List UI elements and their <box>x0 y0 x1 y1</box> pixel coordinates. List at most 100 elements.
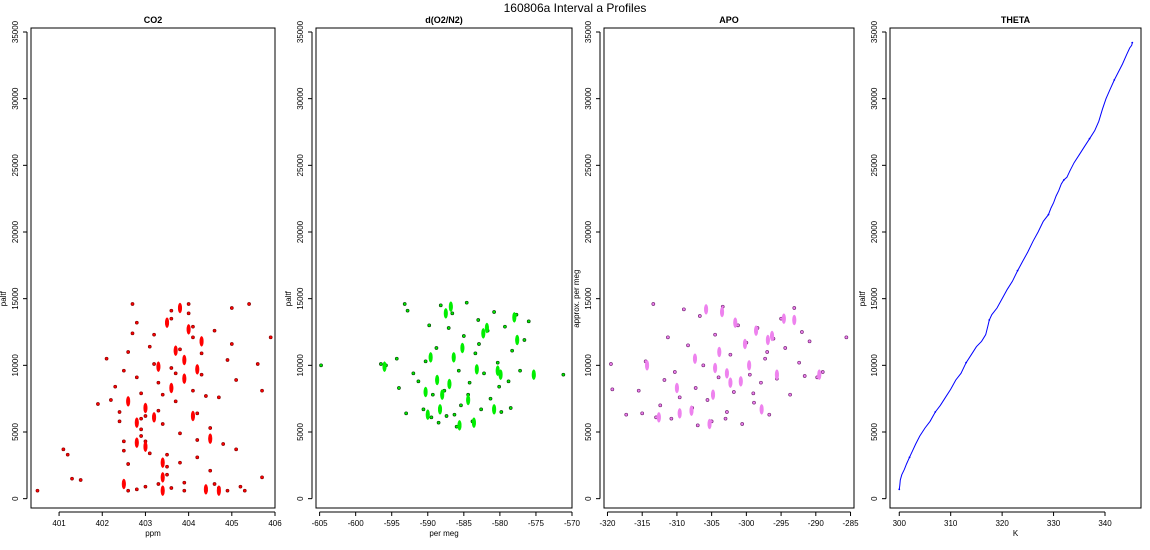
y-tick-label: 35000 <box>870 20 879 43</box>
data-point <box>461 334 466 338</box>
data-point <box>234 447 238 452</box>
data-point-cluster <box>177 302 183 314</box>
data-point-cluster <box>208 433 213 444</box>
y-tick-label: 25000 <box>296 154 305 177</box>
data-point <box>96 402 100 406</box>
data-point-cluster <box>457 420 462 431</box>
data-point <box>783 346 788 350</box>
data-point-cluster <box>754 325 759 336</box>
x-tick-label: -300 <box>738 519 755 528</box>
data-point <box>126 350 131 354</box>
data-point-cluster <box>134 437 139 448</box>
data-point <box>260 388 264 393</box>
data-point-cluster <box>713 362 718 374</box>
data-point-cluster <box>733 317 738 328</box>
x-tick-label: 310 <box>944 519 958 528</box>
data-point <box>765 350 770 354</box>
data-point <box>508 406 513 410</box>
y-tick-label: 25000 <box>584 154 593 177</box>
data-point <box>1131 41 1134 44</box>
data-point <box>1016 269 1019 272</box>
data-point <box>473 351 478 356</box>
data-point-cluster <box>173 345 178 356</box>
data-point-cluster <box>674 382 679 394</box>
data-point <box>225 488 230 493</box>
data-point-cluster <box>471 417 476 428</box>
data-point <box>208 426 213 430</box>
y-tick-label: 0 <box>296 496 305 501</box>
data-point <box>139 391 143 396</box>
x-tick-label: 403 <box>139 519 153 528</box>
data-point <box>379 362 383 366</box>
panel-title: d(O2/N2) <box>425 15 463 25</box>
data-point <box>1047 213 1050 216</box>
data-point <box>169 366 174 370</box>
panel-theta: THETA 300 310 320 330 340 K 0 5000 10000 15000 2000… <box>858 15 1142 538</box>
data-point <box>156 380 161 385</box>
data-point <box>624 412 629 417</box>
data-point-cluster <box>447 378 452 390</box>
data-point <box>467 380 472 385</box>
y-tick-label: 15000 <box>11 287 20 310</box>
data-point-cluster <box>765 334 770 346</box>
data-point-cluster <box>203 484 208 495</box>
data-point <box>229 342 234 346</box>
x-tick-label: -605 <box>312 519 329 528</box>
y-tick-label: 35000 <box>584 20 593 43</box>
data-point <box>182 488 187 493</box>
data-point <box>117 419 122 424</box>
data-point-cluster <box>143 402 148 414</box>
data-point <box>152 332 156 337</box>
data-point <box>221 442 226 446</box>
data-point-cluster <box>134 417 139 428</box>
data-point-cluster <box>182 354 187 366</box>
data-point <box>1088 137 1091 140</box>
x-tick-label: 320 <box>995 519 1009 528</box>
x-tick-label: -285 <box>843 519 860 528</box>
data-point <box>506 379 511 384</box>
data-point <box>182 480 187 485</box>
x-tick-label: 330 <box>1047 519 1061 528</box>
data-point <box>65 452 70 457</box>
x-axis-label: ppm <box>145 529 161 538</box>
data-point <box>204 394 208 398</box>
data-point-cluster <box>515 334 520 346</box>
x-tick-label: -290 <box>808 519 825 528</box>
data-point <box>767 412 772 417</box>
data-point <box>446 326 451 330</box>
x-tick-label: 340 <box>1098 519 1112 528</box>
data-point <box>139 427 143 432</box>
data-point <box>705 398 710 402</box>
data-point-cluster <box>443 308 448 319</box>
plot-frame <box>315 27 573 509</box>
data-point <box>208 468 213 473</box>
data-point <box>464 300 469 305</box>
data-point <box>113 384 118 389</box>
data-point-cluster <box>724 368 729 379</box>
panel-title: THETA <box>1001 15 1031 25</box>
data-point-cluster <box>216 485 221 496</box>
data-point-cluster <box>437 404 443 415</box>
data-point-cluster <box>728 377 733 388</box>
y-axis-label: paltf <box>0 290 8 306</box>
data-point-cluster <box>440 389 445 400</box>
data-point-cluster <box>156 361 161 372</box>
data-point <box>130 302 135 306</box>
x-tick-label: -580 <box>492 519 509 528</box>
data-point <box>488 396 493 401</box>
x-tick-label: 300 <box>893 519 907 528</box>
y-tick-label: 15000 <box>296 287 305 310</box>
data-point-cluster <box>481 328 486 339</box>
y-tick-label: 0 <box>584 496 593 501</box>
y-tick-label: 30000 <box>584 87 593 110</box>
data-point <box>751 391 756 396</box>
data-point <box>134 487 139 492</box>
data-point <box>104 356 109 361</box>
panel-co2: CO2 401 402 403 404 405 406 ppm 0 5000 10000 15000 2… <box>0 15 282 538</box>
data-point-cluster <box>460 342 465 354</box>
data-point-cluster <box>710 389 716 400</box>
data-point-cluster <box>160 485 165 496</box>
data-point-cluster <box>199 336 204 347</box>
x-tick-label: -570 <box>564 519 581 528</box>
data-point <box>229 306 234 310</box>
